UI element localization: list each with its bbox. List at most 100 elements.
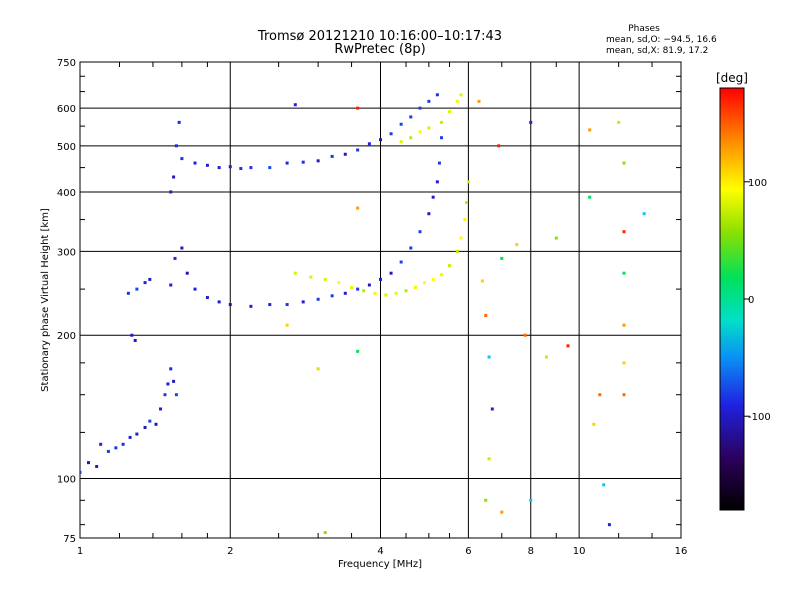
echo-point-o [249,166,252,169]
stats-line-o: mean, sd,O: −94.5, 16.6 [606,35,717,45]
echo-point-scattered [484,314,487,317]
y-tick-label: 500 [57,142,76,153]
echo-point-scattered [286,324,289,327]
colorbar-tick-label: 0 [748,295,754,306]
y-axis-label: Stationary phase Virtual Height [km] [40,208,51,392]
echo-point-scattered [555,237,558,240]
echo-point-scattered [356,107,359,110]
echo-point-scattered [588,128,591,131]
colorbar-label: [deg] [716,71,748,85]
echo-point-o [440,136,443,139]
x-tick-label: 10 [573,546,586,557]
ionogram-chart: Tromsø 20121210 10:16:00–10:17:43 RwPret… [0,0,800,600]
echo-point-scattered [488,356,491,359]
y-tick-labels: 75 100 200 300 400 500 600 750 [57,58,76,545]
echo-point-o [135,433,138,436]
echo-point-x [384,293,387,296]
echo-point-o [379,278,382,281]
echo-point-x [440,121,443,124]
echo-point-o [172,380,175,383]
echo-point-o [218,300,221,303]
echo-point-scattered [545,356,548,359]
echo-point-o [169,284,172,287]
echo-point-scattered [622,324,625,327]
x-tick-label: 2 [227,546,233,557]
grid-lines [80,62,681,538]
echo-point-o [127,292,130,295]
echo-point-o [229,303,232,306]
echo-point-o [175,393,178,396]
echo-point-scattered [324,531,327,534]
echo-point-o [400,261,403,264]
echo-point-scattered [491,407,494,410]
echo-point-o [427,100,430,103]
echo-point-scattered [602,483,605,486]
echo-point-scattered [356,207,359,210]
echo-point-o [344,153,347,156]
echo-point-o [186,272,189,275]
echo-point-o [218,166,221,169]
echo-point-o [356,288,359,291]
echo-point-o [87,461,90,464]
echo-point-o [286,162,289,165]
echo-point-scattered [643,212,646,215]
y-tick-label: 750 [57,58,76,69]
x-tick-label: 8 [528,546,534,557]
echo-point-scattered [477,100,480,103]
echo-point-o [317,298,320,301]
echo-point-scattered [500,257,503,260]
echo-point-x [460,237,463,240]
echo-point-o [368,284,371,287]
echo-point-scattered [622,162,625,165]
echo-point-o [206,164,209,167]
echo-points [79,93,646,534]
echo-point-scattered [622,272,625,275]
y-tick-label: 200 [57,331,76,342]
echo-point-o [148,420,151,423]
echo-point-scattered [529,121,532,124]
echo-point-o [390,132,393,135]
echo-point-scattered [497,144,500,147]
echo-point-o [379,138,382,141]
echo-point-x [309,276,312,279]
echo-point-o [144,426,147,429]
echo-point-scattered [500,511,503,514]
echo-point-scattered [608,523,611,526]
echo-point-o [302,161,305,164]
echo-point-scattered [484,499,487,502]
echo-point-o [400,123,403,126]
echo-point-x [465,201,468,204]
echo-point-o [172,175,175,178]
x-tick-label: 1 [77,546,83,557]
echo-point-o [368,142,371,145]
echo-point-o [436,180,439,183]
echo-point-o [286,303,289,306]
echo-point-o [130,334,133,337]
echo-point-x [460,93,463,96]
echo-point-scattered [622,230,625,233]
x-tick-label: 16 [675,546,688,557]
echo-point-o [135,288,138,291]
echo-point-scattered [488,457,491,460]
echo-point-scattered [529,499,532,502]
echo-point-o [180,247,183,250]
echo-point-o [99,443,102,446]
echo-point-scattered [481,280,484,283]
echo-point-x [448,264,451,267]
echo-point-o [175,144,178,147]
echo-point-o [178,121,181,124]
echo-point-x [324,278,327,281]
echo-point-o [268,166,271,169]
echo-point-o [419,230,422,233]
stats-line-x: mean, sd,X: 81.9, 17.2 [606,46,708,56]
echo-point-x [423,281,426,284]
echo-point-x [419,130,422,133]
y-tick-label: 100 [57,475,76,486]
echo-point-x [427,127,430,130]
echo-point-o [356,148,359,151]
echo-point-o [134,339,137,342]
echo-point-scattered [317,367,320,370]
echo-point-o [331,155,334,158]
echo-point-x [362,289,365,292]
echo-point-scattered [617,121,620,124]
